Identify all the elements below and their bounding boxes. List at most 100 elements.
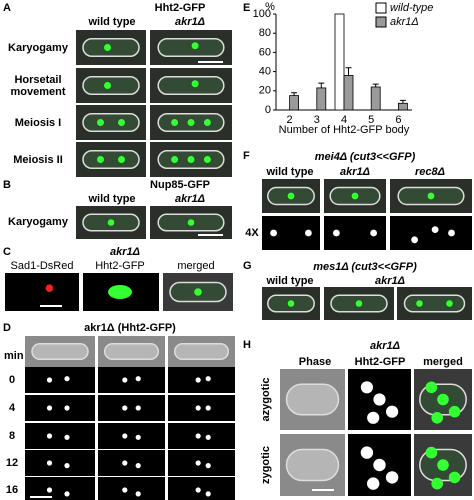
spot xyxy=(287,192,295,200)
cell xyxy=(31,343,89,360)
spot xyxy=(195,487,201,493)
row-label: Meiosis I xyxy=(14,117,62,129)
spot xyxy=(46,487,53,493)
cell xyxy=(285,383,340,416)
spot xyxy=(351,192,359,200)
spot xyxy=(370,229,377,237)
spot xyxy=(360,446,374,459)
spot xyxy=(135,463,141,469)
row-label: Karyogamy xyxy=(8,42,68,54)
label: azygotic xyxy=(260,377,272,421)
spot xyxy=(205,434,211,440)
spot xyxy=(195,460,201,466)
spot xyxy=(425,381,438,394)
x-tick-label: 3 xyxy=(314,114,320,126)
spot xyxy=(171,156,179,163)
spot xyxy=(135,491,141,497)
label: Hht2-GFP xyxy=(155,2,206,14)
spot xyxy=(171,119,179,126)
legend-label: akr1Δ xyxy=(390,16,419,28)
label: rec8Δ xyxy=(415,166,445,178)
spot xyxy=(333,229,340,237)
micrograph xyxy=(25,395,95,421)
micrograph xyxy=(168,477,235,500)
label: merged xyxy=(423,356,463,368)
label: wild type xyxy=(265,166,313,178)
spot xyxy=(431,226,439,234)
label: Hht2-GFP xyxy=(95,260,145,272)
spot xyxy=(287,300,295,307)
spot xyxy=(118,156,125,163)
spot xyxy=(448,229,455,237)
micrograph xyxy=(98,477,165,500)
micrograph xyxy=(168,395,235,421)
spot xyxy=(195,433,201,439)
legend-swatch xyxy=(375,2,387,14)
label: F xyxy=(243,150,250,162)
error-bar xyxy=(345,67,352,76)
spot xyxy=(97,119,104,126)
label: 8 xyxy=(9,430,15,442)
spot xyxy=(195,405,201,411)
spot xyxy=(203,119,211,126)
spot xyxy=(107,219,115,226)
spot xyxy=(355,300,363,307)
row-label: Meiosis II xyxy=(13,154,63,166)
micrograph xyxy=(168,450,235,476)
y-tick-label: 0 xyxy=(265,104,271,116)
spot xyxy=(187,156,195,163)
cell xyxy=(157,76,225,95)
row-label: Karyogamy xyxy=(8,216,68,228)
label: Sad1-DsRed xyxy=(11,260,74,272)
label: Nup85-GFP xyxy=(150,179,210,191)
spot xyxy=(46,433,53,439)
spot xyxy=(187,219,195,226)
label: mes1Δ (cut3<<GFP) xyxy=(313,261,417,273)
label: akr1Δ xyxy=(175,193,205,205)
spot xyxy=(135,434,141,440)
legend-swatch xyxy=(375,16,387,28)
cell xyxy=(82,150,140,169)
label: mei4Δ (cut3<<GFP) xyxy=(315,151,416,163)
spot xyxy=(46,377,53,383)
micrograph xyxy=(98,395,165,421)
spot xyxy=(135,405,141,411)
spot xyxy=(104,44,111,51)
spot xyxy=(122,377,128,383)
cell xyxy=(82,113,140,132)
legend-label: wild-type xyxy=(390,2,433,14)
spot xyxy=(386,405,399,418)
spot xyxy=(205,491,211,497)
error-bar xyxy=(399,99,406,104)
spot xyxy=(135,376,141,382)
spot xyxy=(122,405,128,411)
spot xyxy=(122,487,128,493)
spot xyxy=(104,82,111,89)
label: wild type xyxy=(265,275,313,287)
label: min xyxy=(4,350,24,362)
label: wild type xyxy=(87,16,135,28)
spot xyxy=(270,229,277,237)
spot xyxy=(427,192,435,200)
micrograph xyxy=(98,367,165,393)
micrograph xyxy=(98,423,165,449)
micrograph xyxy=(25,450,95,476)
spot xyxy=(205,463,211,469)
label: C xyxy=(3,246,11,258)
label: akr1Δ xyxy=(175,16,205,28)
bar xyxy=(343,75,354,111)
cell xyxy=(173,343,230,360)
cell xyxy=(403,294,466,313)
spot xyxy=(431,412,444,424)
spot xyxy=(122,460,128,466)
label: akr1Δ xyxy=(375,275,405,287)
spot xyxy=(205,405,211,411)
micrograph xyxy=(5,273,79,311)
error-bar xyxy=(291,92,298,96)
cell xyxy=(285,448,340,482)
label: A xyxy=(3,2,11,14)
spot xyxy=(194,288,202,296)
spot xyxy=(118,119,125,126)
bar xyxy=(334,13,345,111)
